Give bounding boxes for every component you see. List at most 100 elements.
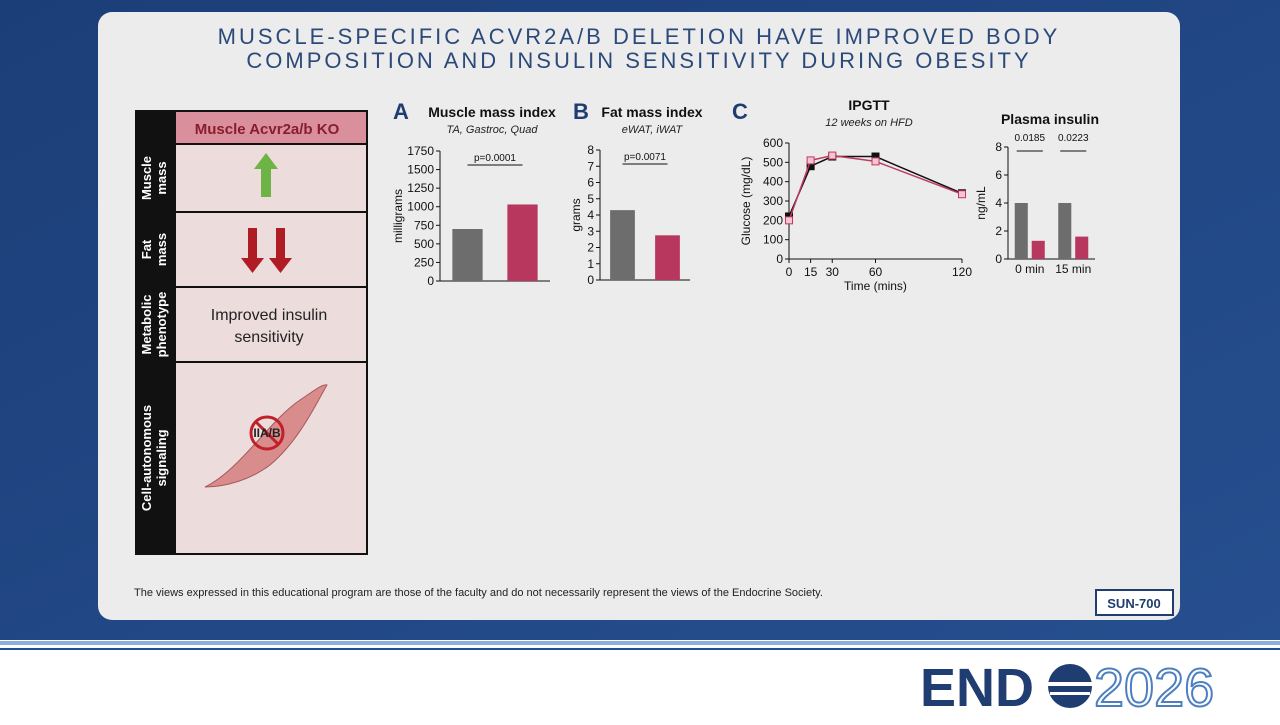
y-tick-label: 1: [587, 257, 594, 271]
y-tick-label: 600: [763, 136, 783, 150]
panel-letter: B: [573, 99, 589, 124]
row-text: Improved insulin: [211, 307, 328, 324]
table-cell: [176, 288, 366, 361]
stripe: [0, 641, 1280, 645]
muscle-icon: [204, 384, 328, 488]
y-tick-label: 250: [414, 255, 434, 269]
row-label: Metabolic: [139, 295, 154, 355]
y-tick-label: 5: [587, 192, 594, 206]
row-label: phenotype: [154, 292, 169, 358]
row-label: mass: [154, 161, 169, 194]
y-tick-label: 1500: [407, 163, 434, 177]
chart-title: IPGTT: [848, 97, 890, 113]
point: [806, 156, 815, 165]
panel-letter: A: [393, 99, 409, 124]
bar: [452, 229, 483, 281]
stripe: [0, 648, 1280, 650]
muscle-label: IIA/B: [253, 426, 281, 440]
bar: [507, 204, 538, 281]
chart-title: Fat mass index: [601, 104, 702, 120]
y-tick-label: 8: [995, 140, 1002, 154]
chart-subtitle: TA, Gastroc, Quad: [447, 124, 539, 136]
chart-title: Muscle mass index: [428, 104, 556, 120]
row-label: Cell-autonomous: [139, 405, 154, 511]
x-tick-label: 0 min: [1015, 262, 1044, 276]
y-tick-label: 4: [587, 208, 594, 222]
slide-title: COMPOSITION AND INSULIN SENSITIVITY DURI…: [246, 48, 1031, 73]
y-tick-label: 2: [995, 224, 1002, 238]
x-tick-label: 15 min: [1055, 262, 1091, 276]
y-tick-label: 500: [763, 155, 783, 169]
x-tick-label: 0: [786, 265, 793, 279]
up-arrow: [254, 153, 278, 197]
poster-code: SUN-700: [1107, 596, 1160, 611]
inhibit-icon: [249, 415, 285, 451]
card: [98, 12, 1180, 620]
logo-globe: [1048, 682, 1092, 695]
row-label: mass: [154, 233, 169, 266]
row-label: signaling: [154, 429, 169, 486]
y-tick-label: 400: [763, 175, 783, 189]
panel-letter: C: [732, 99, 748, 124]
point: [828, 151, 837, 160]
table-header: [176, 112, 366, 143]
y-tick-label: 0: [427, 274, 434, 288]
x-tick-label: 15: [804, 265, 818, 279]
bar: [1014, 203, 1028, 259]
p-value: p=0.0071: [624, 152, 666, 163]
slide-title: MUSCLE-SPECIFIC ACVR2A/B DELETION HAVE I…: [218, 24, 1061, 49]
down-arrow: [269, 228, 292, 273]
y-tick-label: 7: [587, 159, 594, 173]
y-tick-label: 4: [995, 196, 1002, 210]
x-tick-label: 120: [952, 265, 972, 279]
y-tick-label: 750: [414, 218, 434, 232]
chart-subtitle: 12 weeks on HFD: [825, 117, 912, 129]
y-tick-label: 0: [995, 252, 1002, 266]
table-cell: [176, 213, 366, 286]
table-header-text: Muscle Acvr2a/b KO: [195, 121, 340, 138]
x-tick-label: 30: [826, 265, 840, 279]
point: [958, 190, 966, 199]
y-tick-label: 500: [414, 237, 434, 251]
y-axis-label: milligrams: [391, 189, 405, 243]
point: [871, 157, 880, 166]
p-value: 0.0223: [1058, 133, 1089, 144]
bar: [1031, 240, 1045, 259]
p-value: p=0.0001: [474, 153, 516, 164]
inhibit-icon: [254, 420, 280, 446]
y-tick-label: 2: [587, 241, 594, 255]
point: [785, 216, 793, 225]
y-tick-label: 200: [763, 213, 783, 227]
row-label: Muscle: [139, 156, 154, 200]
bar: [1058, 203, 1072, 259]
y-tick-label: 8: [587, 143, 594, 157]
bar: [610, 210, 635, 280]
logo-text: END: [920, 658, 1034, 718]
p-value: 0.0185: [1014, 133, 1045, 144]
y-axis-label: ng/mL: [974, 186, 988, 220]
down-arrow: [241, 228, 264, 273]
y-tick-label: 6: [995, 168, 1002, 182]
chart-subtitle: eWAT, iWAT: [622, 124, 684, 136]
y-tick-label: 1250: [407, 181, 434, 195]
x-tick-label: 60: [869, 265, 883, 279]
y-tick-label: 1000: [407, 200, 434, 214]
y-axis-label: Glucose (mg/dL): [739, 157, 753, 246]
disclaimer: The views expressed in this educational …: [134, 587, 823, 599]
code-box: [1095, 589, 1174, 616]
chart-title: Plasma insulin: [1001, 111, 1099, 127]
logo-text: 2026: [1094, 658, 1214, 718]
bar: [655, 235, 680, 280]
y-tick-label: 0: [587, 273, 594, 287]
y-tick-label: 0: [776, 252, 783, 266]
y-tick-label: 3: [587, 224, 594, 238]
row-text: sensitivity: [234, 329, 303, 346]
y-axis-label: grams: [569, 198, 583, 231]
row-label: Fat: [139, 239, 154, 259]
y-tick-label: 6: [587, 176, 594, 190]
y-tick-label: 1750: [407, 144, 434, 158]
x-axis-label: Time (mins): [844, 279, 907, 293]
bar: [1075, 236, 1089, 259]
y-tick-label: 300: [763, 194, 783, 208]
